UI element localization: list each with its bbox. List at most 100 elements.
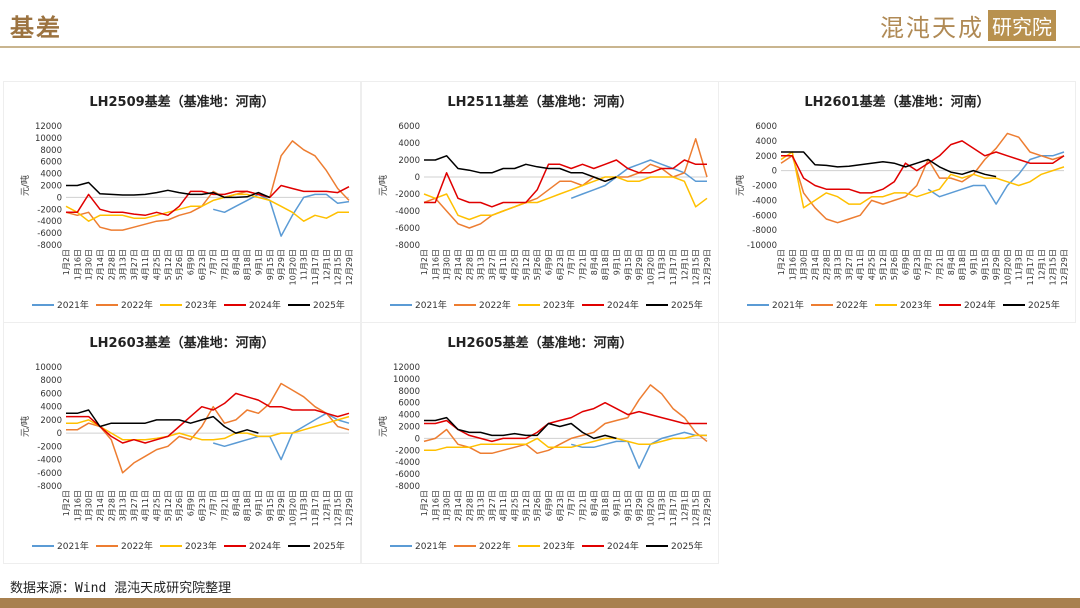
y-axis-label: 元/吨	[377, 416, 389, 437]
series-line-2024	[66, 392, 350, 444]
x-tick-label: 8月18日	[601, 249, 610, 280]
x-tick-label: 7月7日	[567, 490, 576, 516]
y-tick-label: 2000	[40, 182, 62, 192]
x-tick-label: 7月21日	[578, 249, 587, 280]
series-line-2024	[424, 401, 707, 443]
y-tick-label: -2000	[37, 442, 62, 452]
y-tick-label: 12000	[35, 122, 62, 132]
x-tick-label: 2月14日	[96, 490, 105, 521]
page-title: 基差	[10, 14, 62, 42]
legend-label: 2022年	[479, 299, 511, 311]
series-line-2023	[780, 151, 1065, 209]
x-tick-label: 12月1日	[322, 249, 331, 280]
chart-title: LH2511基差（基准地：河南）	[447, 94, 632, 110]
x-tick-label: 12月1日	[1037, 249, 1046, 280]
x-tick-label: 1月30日	[443, 249, 452, 280]
x-tick-label: 11月3日	[1015, 249, 1024, 280]
x-tick-label: 3月27日	[488, 490, 497, 521]
chart-title: LH2601基差（基准地：河南）	[804, 94, 989, 110]
x-tick-label: 3月27日	[130, 490, 139, 521]
x-tick-label: 6月23日	[198, 249, 207, 280]
legend-label: 2025年	[313, 299, 345, 311]
legend-label: 2021年	[57, 299, 89, 311]
x-tick-label: 8月4日	[232, 249, 241, 275]
x-tick-label: 5月26日	[533, 249, 542, 280]
x-tick-label: 12月1日	[322, 490, 331, 521]
x-tick-label: 4月25日	[511, 249, 520, 280]
x-tick-label: 12月29日	[345, 490, 354, 526]
x-tick-label: 1月2日	[420, 490, 429, 516]
chart-lh2601: LH2601基差（基准地：河南） 元/吨 -10000 -8000 -6000 -4000…	[734, 94, 1069, 311]
x-tick-label: 8月18日	[243, 249, 252, 280]
series-line-2023	[65, 193, 349, 222]
x-tick-label: 10月20日	[646, 249, 655, 285]
y-tick-label: 0	[772, 167, 777, 177]
x-tick-label: 12月29日	[1060, 249, 1069, 285]
y-tick-label: -4000	[752, 196, 777, 206]
x-tick-label: 6月23日	[556, 490, 565, 521]
y-tick-label: 6000	[755, 122, 777, 132]
data-source-note: 数据来源：Wind 混沌天成研究院整理	[10, 581, 232, 596]
x-tick-label: 8月18日	[243, 490, 252, 521]
legend-label: 2023年	[543, 299, 575, 311]
y-tick-label: 10000	[393, 375, 420, 385]
x-tick-label: 2月28日	[465, 249, 474, 280]
x-tick-label: 11月17日	[669, 249, 678, 285]
series-line-2025	[424, 155, 617, 183]
legend-label: 2022年	[479, 540, 511, 552]
series-line-2023	[66, 415, 350, 441]
y-tick-label: 4000	[398, 411, 420, 421]
chart-panel-lh2605: LH2605基差（基准地：河南） 元/吨 -8000 -6000 -4000 -2000 0…	[361, 322, 719, 564]
x-tick-label: 1月30日	[85, 490, 94, 521]
legend-label: 2024年	[964, 299, 996, 311]
x-tick-label: 5月12日	[879, 249, 888, 280]
x-tick-label: 7月21日	[220, 249, 229, 280]
chart-title: LH2509基差（基准地：河南）	[89, 94, 274, 110]
y-tick-label: 2000	[398, 156, 420, 166]
y-tick-label: 2000	[755, 152, 777, 162]
header-divider	[0, 46, 1080, 48]
y-tick-label: -4000	[395, 458, 420, 468]
x-tick-label: 9月1日	[612, 490, 621, 516]
x-tick-label: 7月7日	[209, 490, 218, 516]
x-tick-label: 5月26日	[175, 490, 184, 521]
x-tick-label: 5月26日	[175, 249, 184, 280]
legend-label: 2024年	[607, 299, 639, 311]
x-tick-label: 1月2日	[62, 490, 71, 516]
x-tick-label: 11月3日	[658, 249, 667, 280]
x-tick-label: 9月1日	[612, 249, 621, 275]
x-tick-label: 2月28日	[822, 249, 831, 280]
x-tick-label: 5月12日	[164, 490, 173, 521]
y-tick-label: 4000	[398, 139, 420, 149]
y-tick-label: 6000	[40, 389, 62, 399]
chart-panel-lh2601: LH2601基差（基准地：河南） 元/吨 -10000 -8000 -6000 -4000…	[718, 81, 1076, 323]
x-tick-label: 12月15日	[334, 249, 343, 285]
y-tick-label: 0	[415, 173, 420, 183]
y-axis-label: 元/吨	[19, 175, 31, 196]
x-tick-label: 1月30日	[443, 490, 452, 521]
y-tick-label: -6000	[395, 470, 420, 480]
footer-bar	[0, 598, 1080, 608]
x-tick-label: 10月20日	[1003, 249, 1012, 285]
x-tick-label: 12月1日	[680, 490, 689, 521]
x-tick-label: 9月15日	[624, 490, 633, 521]
x-tick-label: 8月4日	[232, 490, 241, 516]
x-tick-label: 7月21日	[220, 490, 229, 521]
x-tick-label: 7月7日	[567, 249, 576, 275]
x-tick-label: 1月30日	[85, 249, 94, 280]
legend-label: 2023年	[185, 299, 217, 311]
series-line-2021	[213, 193, 350, 237]
x-tick-label: 6月9日	[545, 249, 554, 275]
y-tick-label: -6000	[37, 229, 62, 239]
y-axis-label: 元/吨	[19, 416, 31, 437]
y-tick-label: -4000	[395, 207, 420, 217]
x-tick-label: 4月25日	[511, 490, 520, 521]
x-tick-label: 4月11日	[856, 249, 865, 280]
x-tick-label: 3月13日	[119, 249, 128, 280]
y-tick-label: -8000	[37, 482, 62, 492]
x-tick-label: 10月20日	[288, 490, 297, 526]
x-tick-label: 12月29日	[703, 490, 712, 526]
y-tick-label: 0	[57, 193, 62, 203]
legend-label: 2023年	[900, 299, 932, 311]
series-line-2025	[66, 181, 271, 199]
